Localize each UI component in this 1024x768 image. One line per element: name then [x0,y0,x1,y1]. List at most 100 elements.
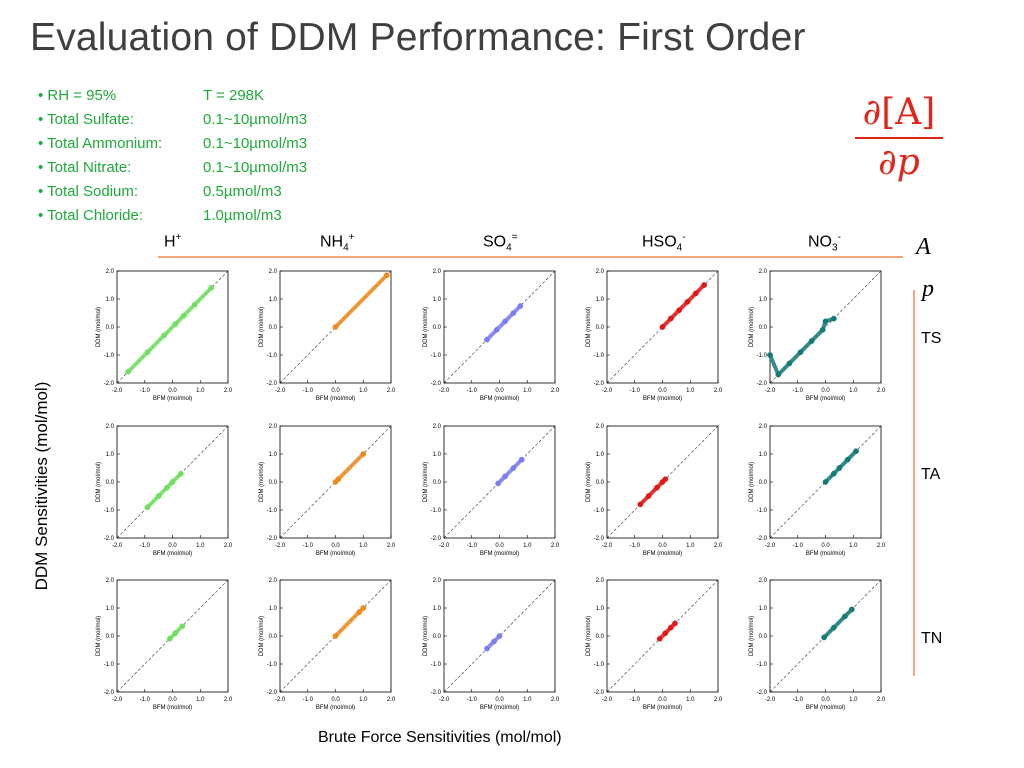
y-axis-title: DDM Sensitivities (mol/mol) [32,381,51,591]
x-tick-label: 0.0 [658,697,667,703]
data-point [676,307,683,314]
x-tick-label: 0.0 [658,543,667,549]
x-tick-label: -2.0 [602,388,613,394]
panel-y-label: DDM (mol/mol) [749,462,755,502]
species-subscript: 4 [343,242,349,254]
y-tick-label: -1.0 [757,508,768,514]
species-label-nh4: NH4+ [320,232,355,254]
x-tick-label: 2.0 [387,388,396,394]
y-tick-label: 2.0 [106,269,115,275]
species-charge: = [511,232,518,243]
y-tick-label: 0.0 [596,634,605,640]
x-tick-label: -1.0 [630,388,641,394]
panel-x-label: BFM (mol/mol) [643,705,682,711]
data-band [333,606,366,638]
y-tick-label: 2.0 [596,578,605,584]
y-tick-label: 0.0 [106,634,115,640]
x-tick-label: -1.0 [467,697,478,703]
condition-value: 0.1~10µmol/m3 [203,135,308,152]
data-point [172,321,179,328]
one-to-one-line [606,270,719,384]
panel-frame [116,579,229,693]
y-tick-label: 2.0 [433,424,442,430]
condition-value: 1.0µmol/m3 [203,207,282,224]
x-tick-label: 0.0 [168,543,177,549]
y-tick-label: 2.0 [596,424,605,430]
panel-x-label: BFM (mol/mol) [643,396,682,402]
panel-y-label: DDM (mol/mol) [423,616,429,656]
symbol-p: p [922,276,934,302]
x-tick-label: 1.0 [196,697,205,703]
y-tick-label: 2.0 [596,269,605,275]
y-tick-label: 0.0 [269,325,278,331]
x-tick-label: 0.0 [331,697,340,703]
data-band [638,477,668,507]
y-tick-label: -2.0 [431,536,442,542]
x-tick-label: -2.0 [439,543,450,549]
y-tick-label: 0.0 [433,325,442,331]
panel-frame [443,579,556,693]
x-tick-label: 2.0 [551,697,560,703]
data-point [662,476,669,483]
x-tick-label: 0.0 [821,543,830,549]
data-point [332,479,339,485]
panel-x-label: BFM (mol/mol) [806,551,845,557]
x-tick-label: 1.0 [686,543,695,549]
data-point [819,326,826,333]
y-tick-label: 1.0 [596,452,605,458]
data-point [667,315,674,322]
y-tick-label: -2.0 [594,690,605,696]
x-tick-label: 2.0 [551,543,560,549]
panel-tn-nh4: -2.0-2.0 -1.0 -1.0 0.0 0.0 1.0 1.0 2.0 2.0 BFM (m… [259,578,396,711]
data-point [144,504,151,511]
species-base: HSO [642,233,677,251]
panel-ta-no3: -2.0-2.0 -1.0 -1.0 0.0 0.0 1.0 1.0 2.0 2.0 BFM (m… [749,424,886,557]
x-tick-label: 1.0 [523,388,532,394]
condition-name: • Total Sodium: [38,183,139,200]
x-tick-label: 1.0 [359,543,368,549]
x-tick-label: 2.0 [877,697,886,703]
data-band [145,471,183,510]
data-point [808,338,815,344]
data-point [177,470,184,477]
x-tick-label: 0.0 [495,388,504,394]
x-tick-label: -2.0 [275,543,286,549]
y-tick-label: -1.0 [431,353,442,359]
species-label-hso4: HSO4- [642,232,686,254]
panel-ta-so4: -2.0-2.0 -1.0 -1.0 0.0 0.0 1.0 1.0 2.0 2.0 BFM (m… [423,424,560,557]
x-tick-label: 1.0 [196,543,205,549]
panel-x-label: BFM (mol/mol) [316,396,355,402]
y-tick-label: 1.0 [269,606,278,612]
panel-tn-hso4: -2.0-2.0 -1.0 -1.0 0.0 0.0 1.0 1.0 2.0 2.0 BFM (m… [586,578,723,711]
panel-ts-h: -2.0-2.0 -1.0 -1.0 0.0 0.0 1.0 1.0 2.0 2.0 BFM (m… [96,269,233,402]
x-tick-label: 1.0 [196,388,205,394]
panel-frame [606,425,719,539]
panel-y-label: DDM (mol/mol) [749,616,755,656]
species-base: NO [808,233,832,251]
y-tick-label: 0.0 [269,480,278,486]
condition-value: 0.1~10µmol/m3 [203,159,308,176]
data-point [169,479,176,485]
data-point [164,484,170,491]
y-tick-label: 2.0 [269,269,278,275]
x-tick-label: -1.0 [793,388,804,394]
y-tick-label: -2.0 [431,690,442,696]
y-tick-label: -2.0 [757,381,768,387]
x-tick-label: 0.0 [168,388,177,394]
x-tick-label: 1.0 [686,388,695,394]
x-tick-label: -2.0 [765,388,776,394]
x-tick-label: 0.0 [495,697,504,703]
y-tick-label: 1.0 [106,452,115,458]
y-tick-label: -2.0 [431,381,442,387]
panel-frame [606,579,719,693]
panel-frame [279,425,392,539]
data-point [701,282,707,288]
y-tick-label: -2.0 [267,690,278,696]
data-point [495,480,501,487]
y-tick-label: 1.0 [433,297,442,303]
data-point [179,623,186,630]
panel-x-label: BFM (mol/mol) [153,396,192,402]
condition-name: • Total Nitrate: [38,159,132,176]
y-tick-label: 0.0 [759,480,768,486]
y-tick-label: -1.0 [104,508,115,514]
